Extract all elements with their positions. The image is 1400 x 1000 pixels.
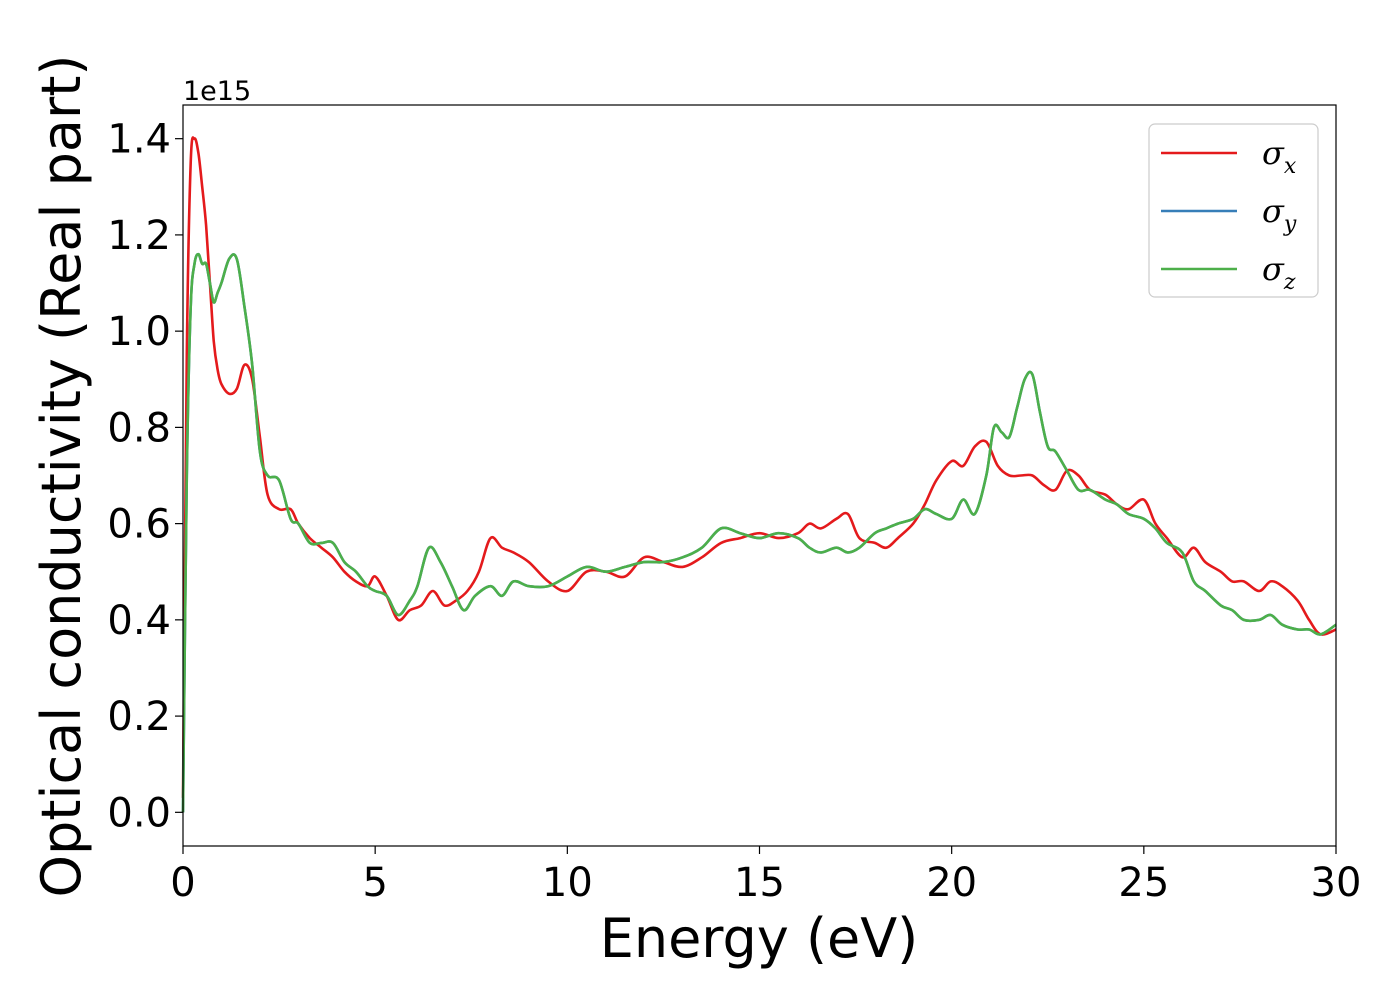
legend-symbol: σ: [1262, 192, 1285, 230]
y-tick-label: 0.0: [107, 790, 171, 836]
x-axis: 0 5 10 15 20 25 30: [170, 846, 1361, 906]
legend-subscript: z: [1283, 270, 1296, 295]
y-tick-label: 0.2: [107, 694, 171, 740]
legend-label-x: σx: [1262, 134, 1297, 179]
legend-symbol: σ: [1262, 250, 1285, 288]
x-tick-label: 30: [1311, 860, 1362, 906]
series-layer: [181, 136, 1337, 813]
legend-label-y: σy: [1262, 192, 1297, 237]
series-line-z: [181, 252, 1337, 813]
y-tick-label: 1.2: [107, 213, 171, 259]
x-axis-label: Energy (eV): [600, 907, 919, 970]
x-tick-label: 10: [542, 860, 593, 906]
y-offset-label: 1e15: [183, 76, 251, 107]
x-tick-label: 5: [362, 860, 387, 906]
legend-symbol: σ: [1262, 134, 1285, 172]
x-tick-label: 25: [1118, 860, 1169, 906]
legend-label-z: σz: [1262, 250, 1296, 295]
y-tick-label: 0.8: [107, 405, 171, 451]
x-tick-label: 20: [926, 860, 977, 906]
x-tick-label: 15: [734, 860, 785, 906]
y-tick-label: 1.0: [107, 309, 171, 355]
y-axis-label: Optical conductivity (Real part): [30, 55, 93, 898]
y-tick-label: 0.4: [107, 598, 171, 644]
x-tick-label: 0: [170, 860, 195, 906]
y-tick-label: 1.4: [107, 117, 171, 163]
y-tick-label: 0.6: [107, 502, 171, 548]
legend-subscript: y: [1283, 212, 1297, 237]
y-axis: 0.0 0.2 0.4 0.6 0.8 1.0 1.2 1.4: [107, 117, 183, 836]
legend-subscript: x: [1284, 154, 1297, 179]
